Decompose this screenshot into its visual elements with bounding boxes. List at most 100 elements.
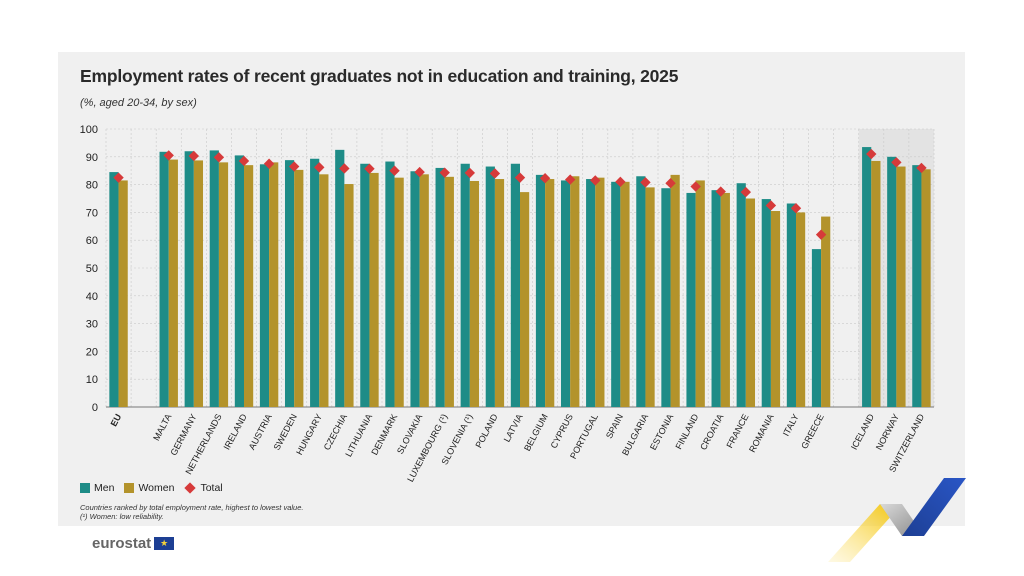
x-tick-label: IRELAND [222,412,249,452]
bar-men [209,150,219,407]
bar-men [586,179,596,407]
bar-women [720,192,730,407]
y-tick-label: 80 [86,180,98,192]
bar-women [469,180,480,407]
marker-total [238,155,250,167]
x-tick-label: FINLAND [673,412,700,451]
bar-men [435,167,445,407]
bar-men [711,190,721,407]
bar-women [620,181,630,407]
bar-men [159,151,169,407]
marker-total [113,172,124,183]
x-tick-label: ROMANIA [747,412,776,454]
x-tick-label: GREECE [799,412,826,450]
bar-women [921,169,931,407]
x-tick-label: SWEDEN [272,412,299,452]
bar-women [796,212,806,407]
marker-total [489,168,501,179]
y-tick-label: 90 [86,152,98,164]
decorative-ribbon-icon [828,478,966,562]
bar-men [786,203,796,407]
bar-women [193,160,204,407]
eurostat-logo: eurostat ★ [92,535,175,552]
x-tick-label: NORWAY [874,412,901,451]
x-tick-label: CROATIA [698,412,725,451]
bar-men [184,151,194,407]
bar-women [269,162,279,407]
bar-women [168,159,178,407]
bar-men [611,181,621,407]
x-tick-label: AUSTRIA [247,412,274,451]
bar-men [510,163,520,407]
marker-total [389,165,400,176]
y-tick-label: 20 [86,346,98,358]
y-tick-label: 0 [92,402,98,414]
bar-women [545,179,555,407]
bar-women [896,166,906,407]
marker-total [590,175,601,186]
bar-women [118,180,128,407]
footnote-reliability: (¹) Women: low reliability. [80,512,164,521]
eu-flag-icon: ★ [154,537,175,550]
legend-label-women: Women [138,482,175,494]
marker-total [163,150,174,161]
marker-total [439,167,450,178]
bar-women [645,187,655,407]
marker-total [414,166,425,178]
x-tick-label: ICELAND [849,412,876,452]
x-tick-label: BULGARIA [620,412,650,457]
chart-subtitle: (%, aged 20-34, by sex) [80,97,197,109]
marker-total [815,229,827,240]
y-tick-label: 30 [86,319,98,331]
marker-total [740,186,752,198]
marker-total [364,163,375,174]
legend-swatch-men [80,483,90,493]
x-tick-label: SPAIN [604,412,625,440]
x-tick-label: ESTONIA [648,412,675,451]
marker-total [213,152,225,163]
x-tick-label: ITALY [781,412,801,438]
bar-men [109,172,119,407]
x-tick-label: CYPRUS [549,412,575,450]
bar-women [821,216,831,407]
legend-swatch-women [124,483,135,493]
bar-women [670,174,680,407]
bar-women [494,179,505,407]
bar-women [570,176,580,407]
bar-men [310,158,320,407]
y-tick-label: 100 [80,124,98,136]
y-tick-label: 40 [86,291,98,303]
bar-women [520,192,530,407]
bar-women [319,174,329,407]
marker-total [640,177,651,188]
marker-total [665,178,676,189]
marker-total [715,186,726,197]
bar-men [259,164,270,407]
x-tick-label: HUNGARY [294,412,324,456]
marker-total [765,200,777,211]
footnote-ranking: Countries ranked by total employment rat… [80,503,304,512]
bar-men [912,165,922,407]
marker-total [615,176,626,188]
bar-men [535,174,546,407]
bar-women [695,180,705,407]
bar-men [410,171,420,407]
legend-diamond-total [184,482,197,494]
bar-women [745,198,756,407]
eurostat-logo-text: eurostat [92,535,152,552]
x-tick-label: LATVIA [502,412,525,444]
bar-men [385,161,395,407]
y-tick-label: 60 [86,235,98,247]
marker-total [564,174,576,185]
marker-total [464,167,476,179]
marker-total [514,172,526,183]
legend-label-men: Men [94,482,115,494]
bar-women [218,162,229,407]
bar-women [770,211,781,407]
legend-item-men: Men [80,482,114,494]
marker-total [891,157,902,168]
x-tick-label: BELGIUM [522,412,550,452]
y-tick-label: 10 [86,374,98,386]
marker-total [288,161,300,172]
